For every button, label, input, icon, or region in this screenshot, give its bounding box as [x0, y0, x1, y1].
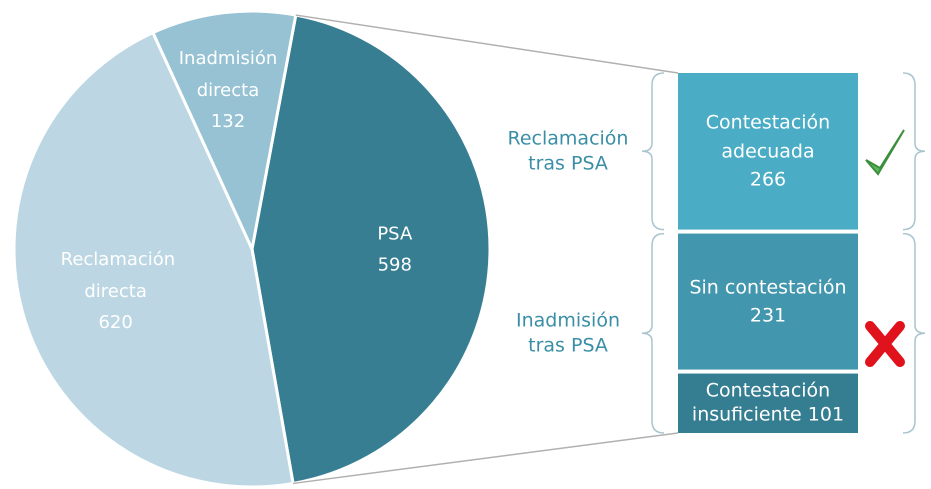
bar-segment [678, 233, 858, 370]
bar-segment [678, 373, 858, 433]
pie-category: Inadmisión directa [178, 47, 278, 101]
bar-value: 101 [807, 403, 845, 426]
brace [902, 72, 926, 231]
pie-category: PSA [377, 223, 413, 245]
brace [641, 232, 665, 434]
cross-icon [865, 321, 905, 367]
brace [641, 72, 665, 231]
bar-label: Contestación adecuada 266 [683, 109, 853, 195]
bar-label: Contestación insuficiente 101 [683, 380, 853, 428]
bar-segment [678, 73, 858, 230]
brace [902, 232, 926, 434]
pie-category: Reclamación directa [60, 249, 176, 302]
connector-line [292, 432, 679, 485]
pie-label: Inadmisión directa 132 [173, 43, 283, 138]
bar-value: 266 [749, 168, 787, 191]
bar-label: Sin contestación 231 [683, 273, 853, 330]
pie-label: PSA 598 [340, 218, 450, 281]
pie-slice [150, 9, 298, 254]
group-label: Reclamación tras PSA [507, 127, 629, 175]
pie-slice [250, 13, 492, 486]
bar-category: Sin contestación [689, 276, 847, 299]
pie-value: 620 [98, 312, 133, 334]
pie-slice [12, 30, 295, 489]
pie-value: 598 [377, 254, 412, 276]
connector-line [295, 14, 679, 74]
check-icon [865, 129, 905, 176]
bar-value: 231 [749, 304, 787, 327]
bar-category: Contestación adecuada [705, 111, 831, 163]
pie-value: 132 [210, 110, 246, 132]
pie-label: Reclamación directa 620 [60, 244, 176, 339]
bar-category: Contestación insuficiente [691, 379, 831, 426]
group-label: Inadmisión tras PSA [516, 309, 620, 357]
